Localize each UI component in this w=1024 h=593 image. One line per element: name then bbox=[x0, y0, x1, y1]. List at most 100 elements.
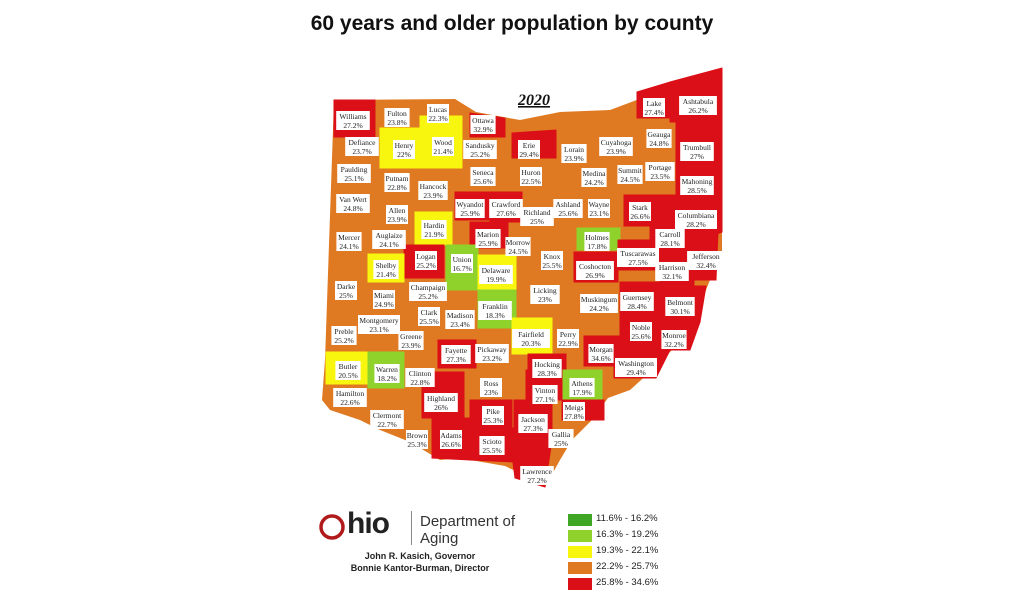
county-name: Van Wert bbox=[339, 195, 368, 204]
county-value: 23% bbox=[484, 388, 498, 397]
legend-label: 16.3% - 19.2% bbox=[596, 529, 659, 540]
county-value: 24.1% bbox=[379, 240, 398, 249]
department-name: Department of Aging bbox=[420, 513, 515, 547]
county-value: 25.9% bbox=[478, 239, 497, 248]
county-label-box bbox=[432, 137, 454, 156]
county-label-box bbox=[337, 164, 371, 183]
county-label-box bbox=[475, 229, 501, 248]
county-label-box bbox=[520, 207, 554, 226]
county-value: 23% bbox=[538, 295, 552, 304]
county-value: 27.8% bbox=[564, 412, 583, 421]
county-name: Summit bbox=[618, 166, 643, 175]
county-value: 25.2% bbox=[416, 261, 435, 270]
county-label-box bbox=[518, 414, 548, 433]
county-name: Cuyahoga bbox=[601, 138, 632, 147]
county-name: Ashland bbox=[556, 200, 581, 209]
county-value: 25.1% bbox=[344, 174, 363, 183]
county-name: Sandusky bbox=[465, 141, 494, 150]
county-value: 25.2% bbox=[418, 292, 437, 301]
county-value: 34.6% bbox=[591, 354, 610, 363]
county-label-box bbox=[335, 361, 361, 380]
county-value: 22.7% bbox=[377, 420, 396, 429]
county-value: 27.6% bbox=[496, 209, 515, 218]
county-value: 23.2% bbox=[482, 354, 501, 363]
county-label-box bbox=[478, 301, 512, 320]
county-name: Geauga bbox=[648, 130, 672, 139]
county-name: Brown bbox=[407, 431, 428, 440]
county-value: 23.9% bbox=[423, 191, 442, 200]
county-value: 25.5% bbox=[482, 446, 501, 455]
county-label-box bbox=[358, 315, 400, 334]
county-label-box bbox=[441, 345, 471, 364]
county-name: Trumbull bbox=[683, 143, 711, 152]
county-value: 25% bbox=[530, 217, 544, 226]
county-label-box bbox=[680, 176, 714, 195]
county-name: Huron bbox=[521, 168, 540, 177]
county-name: Wayne bbox=[589, 200, 610, 209]
county-value: 32.9% bbox=[473, 125, 492, 134]
county-value: 23.9% bbox=[401, 341, 420, 350]
county-name: Mahoning bbox=[682, 177, 713, 186]
county-value: 29.4% bbox=[519, 150, 538, 159]
county-value: 29.4% bbox=[626, 368, 645, 377]
county-value: 22.6% bbox=[340, 398, 359, 407]
county-name: Seneca bbox=[472, 168, 494, 177]
county-value: 27.2% bbox=[527, 476, 546, 485]
county-name: Vinton bbox=[535, 386, 556, 395]
county-name: Scioto bbox=[482, 437, 501, 446]
county-name: Fayette bbox=[445, 346, 468, 355]
county-label-box bbox=[418, 181, 448, 200]
county-value: 32.4% bbox=[696, 261, 715, 270]
county-name: Noble bbox=[632, 323, 651, 332]
county-name: Portage bbox=[649, 163, 673, 172]
county-value: 27% bbox=[690, 152, 704, 161]
county-name: Lucas bbox=[429, 105, 447, 114]
county-label-box bbox=[482, 406, 504, 425]
county-value: 28.3% bbox=[537, 369, 556, 378]
county-name: Mercer bbox=[338, 233, 360, 242]
county-label-box bbox=[374, 364, 400, 383]
county-value: 22.5% bbox=[521, 177, 540, 186]
county-label-box bbox=[398, 331, 424, 350]
county-label-box bbox=[393, 140, 415, 159]
county-label-box bbox=[440, 430, 462, 449]
county-name: Paulding bbox=[341, 165, 368, 174]
county-value: 28.1% bbox=[660, 239, 679, 248]
county-name: Harrison bbox=[659, 263, 685, 272]
department-line-2: Aging bbox=[420, 530, 459, 547]
legend-label: 25.8% - 34.6% bbox=[596, 577, 659, 588]
county-name: Lorain bbox=[564, 145, 584, 154]
county-name: Jackson bbox=[521, 415, 545, 424]
county-label-box bbox=[588, 344, 614, 363]
county-label-box bbox=[599, 137, 633, 156]
legend-swatch bbox=[568, 546, 592, 558]
county-name: Miami bbox=[374, 291, 394, 300]
county-value: 23.4% bbox=[450, 320, 469, 329]
county-value: 20.5% bbox=[338, 371, 357, 380]
credits: John R. Kasich, Governor Bonnie Kantor-B… bbox=[340, 550, 500, 574]
county-value: 20.3% bbox=[521, 339, 540, 348]
county-value: 25.9% bbox=[460, 209, 479, 218]
county-name: Shelby bbox=[376, 261, 397, 270]
